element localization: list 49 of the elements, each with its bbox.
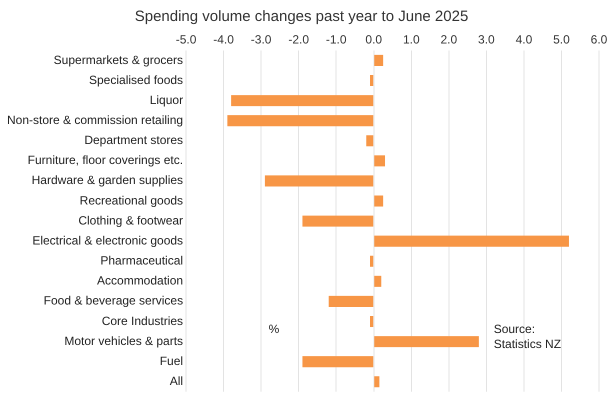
y-tick-label: Accommodation [97,274,184,288]
y-tick-label: Motor vehicles & parts [64,334,184,348]
bar [366,135,374,146]
bar [374,195,384,207]
x-tick-label: 3.0 [478,32,496,47]
bar [227,115,374,126]
x-tick-label: -2.0 [288,32,310,47]
bar [370,256,374,267]
y-tick-label: Hardware & garden supplies [32,173,184,188]
bar [374,54,384,66]
y-tick-label: Clothing & footwear [78,213,184,228]
annotation: % [268,322,280,336]
x-tick-label: 0.0 [365,32,382,47]
bar [302,216,374,227]
y-tick-label: All [170,374,184,388]
bar [370,316,374,328]
x-tick-label: -5.0 [176,32,197,47]
y-tick-label: Pharmaceutical [100,254,184,268]
y-tick-label: Fuel [160,354,184,368]
y-tick-label: Department stores [84,133,184,148]
bar [374,236,569,247]
bar [264,175,374,186]
bar [374,376,380,388]
y-tick-label: Core Industries [102,314,184,328]
bar [374,155,386,166]
bar [374,336,479,348]
y-tick-label: Liquor [150,92,184,107]
bar [231,95,374,106]
y-tick-label: Supermarkets & grocers [54,52,184,67]
x-tick-label: 5.0 [553,32,570,47]
chart-title: Spending volume changes past year to June 2025 [134,8,468,26]
bar [328,296,374,307]
y-tick-label: Food & beverage services [44,294,184,308]
y-tick-label: Non-store & commission retailing [7,113,184,127]
x-tick-label: -1.0 [326,32,347,47]
y-tick-label: Recreational goods [80,193,184,208]
x-tick-label: 2.0 [440,32,458,47]
x-tick-label: 1.0 [402,32,420,47]
y-tick-label: Furniture, floor coverings etc. [28,153,184,168]
y-tick-label: Electrical & electronic goods [32,233,184,248]
bar [374,276,382,287]
bar [370,75,374,86]
x-tick-label: 6.0 [590,32,608,47]
bar [302,356,374,368]
x-tick-label: -3.0 [250,32,272,47]
y-tick-label: Specialised foods [89,72,184,87]
x-tick-label: 4.0 [516,32,533,47]
x-tick-label: -4.0 [213,32,234,47]
annotation: Source: Statistics NZ [494,322,562,351]
